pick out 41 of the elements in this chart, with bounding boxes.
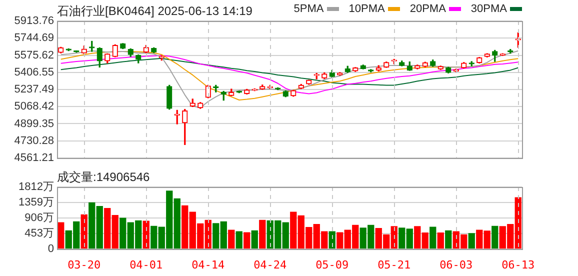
- y-tick-label: 453万: [24, 227, 54, 240]
- bar: [430, 226, 436, 249]
- chart-title: 成交量:14906546: [57, 169, 150, 186]
- legend-label: 5PMA: [294, 3, 324, 15]
- x-tick-label: 04-24: [254, 258, 288, 272]
- y-tick-label: 1359万: [18, 196, 54, 208]
- bar: [468, 233, 475, 249]
- bar: [58, 222, 64, 249]
- x-tick-label: 06-03: [440, 258, 473, 272]
- y-tick-label: 1812万: [18, 181, 54, 194]
- legend-label: 20PMA: [410, 3, 446, 15]
- y-tick-label: 4899.35: [14, 118, 54, 130]
- y-tick-label: 5744.69: [14, 32, 54, 44]
- x-tick-label: 06-13: [502, 258, 535, 272]
- y-tick-label: 5068.42: [14, 100, 54, 113]
- x-tick-label: 05-09: [316, 258, 349, 272]
- bar: [492, 226, 498, 249]
- legend-label: 30PMA: [470, 3, 507, 15]
- bar: [259, 220, 266, 249]
- y-tick-label: 4730.28: [14, 134, 54, 147]
- bar: [244, 232, 250, 249]
- y-tick-label: 5237.49: [14, 84, 54, 96]
- y-tick-label: 5575.62: [14, 49, 54, 62]
- bar: [228, 230, 235, 249]
- x-tick-label: 04-01: [130, 258, 163, 272]
- y-tick-label: 0: [48, 242, 54, 255]
- chart-title: 石油行业[BK0464] 2025-06-13 14:19: [57, 3, 252, 20]
- bar: [445, 230, 452, 249]
- x-tick-label: 05-21: [378, 258, 411, 272]
- y-tick-label: 906万: [24, 212, 54, 224]
- y-tick-label: 4561.21: [14, 152, 54, 164]
- y-tick-label: 5406.55: [14, 66, 54, 78]
- bar: [437, 232, 444, 249]
- legend-label: 10PMA: [348, 3, 385, 15]
- bar: [251, 230, 258, 249]
- bar: [236, 231, 242, 249]
- bar: [80, 214, 88, 249]
- y-tick-label: 5913.76: [14, 15, 54, 28]
- x-tick-label: 04-14: [192, 258, 226, 272]
- x-tick-label: 03-20: [68, 258, 101, 272]
- bar: [142, 220, 150, 249]
